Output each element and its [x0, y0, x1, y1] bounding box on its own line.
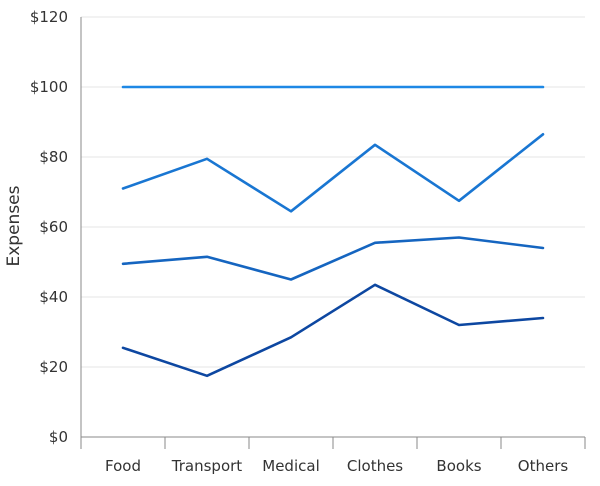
y-axis-title: Expenses [4, 185, 24, 266]
series-line-3 [121, 236, 545, 281]
gridlines [81, 16, 585, 438]
tick-labels: $0 $20 $40 $60 $80 $100 $120 Food Transport Medic… [30, 8, 569, 475]
x-tick-label: Food [105, 457, 141, 475]
y-tick-label: $40 [39, 288, 68, 306]
series-lines [121, 85, 545, 378]
x-tick-label: Clothes [347, 457, 403, 475]
series-line-4 [121, 283, 545, 378]
y-tick-label: $20 [39, 358, 68, 376]
y-tick-label: $0 [49, 428, 68, 446]
series-line-2 [121, 133, 545, 213]
axes [80, 17, 586, 449]
y-tick-label: $60 [39, 218, 68, 236]
x-tick-label: Books [436, 457, 481, 475]
y-tick-label: $120 [30, 8, 68, 26]
x-tick-label: Others [518, 457, 569, 475]
y-tick-label: $100 [30, 78, 68, 96]
x-tick-label: Transport [171, 457, 243, 475]
y-tick-label: $80 [39, 148, 68, 166]
x-tick-label: Medical [262, 457, 319, 475]
